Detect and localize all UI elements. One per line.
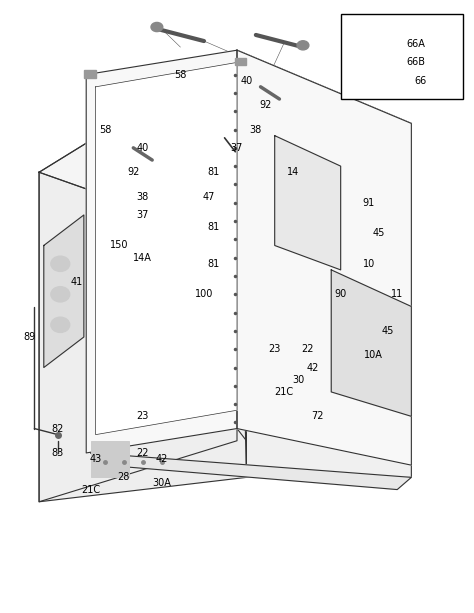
Text: 37: 37 <box>137 210 149 220</box>
Polygon shape <box>44 215 84 368</box>
Text: 72: 72 <box>311 411 323 421</box>
Text: 30A: 30A <box>152 479 171 489</box>
Text: 92: 92 <box>127 167 139 177</box>
Text: 45: 45 <box>382 326 394 336</box>
Polygon shape <box>275 135 341 270</box>
Text: 45: 45 <box>372 228 384 238</box>
Text: 42: 42 <box>306 362 319 373</box>
Text: 40: 40 <box>240 76 253 86</box>
Text: 37: 37 <box>231 143 243 153</box>
Ellipse shape <box>51 287 70 302</box>
Text: 30: 30 <box>292 375 304 385</box>
Ellipse shape <box>51 317 70 332</box>
Text: 23: 23 <box>137 411 149 421</box>
Text: 58: 58 <box>99 124 111 134</box>
Text: 23: 23 <box>268 345 281 354</box>
Text: 66B: 66B <box>407 58 426 67</box>
Text: 150: 150 <box>110 240 128 251</box>
Text: 43: 43 <box>90 454 102 464</box>
Text: 90: 90 <box>335 289 347 299</box>
Polygon shape <box>39 172 246 502</box>
Text: 92: 92 <box>259 100 272 110</box>
Text: 100: 100 <box>195 289 213 299</box>
Text: 81: 81 <box>207 222 219 232</box>
Text: 81: 81 <box>207 259 219 268</box>
Bar <box>235 58 246 66</box>
Ellipse shape <box>51 256 70 272</box>
Bar <box>341 13 463 99</box>
Text: 22: 22 <box>301 345 314 354</box>
Text: 82: 82 <box>52 424 64 433</box>
Text: 66A: 66A <box>407 39 426 49</box>
Text: 22: 22 <box>137 448 149 458</box>
Text: 21C: 21C <box>82 484 100 495</box>
Text: 14A: 14A <box>133 253 152 263</box>
Ellipse shape <box>151 23 163 32</box>
Bar <box>91 441 128 478</box>
Text: 41: 41 <box>71 277 83 287</box>
Text: 58: 58 <box>174 70 187 80</box>
Polygon shape <box>237 50 411 478</box>
Text: 10A: 10A <box>364 350 383 360</box>
Polygon shape <box>331 270 411 416</box>
Text: 21C: 21C <box>274 387 294 397</box>
Text: 83: 83 <box>52 448 64 458</box>
Text: 89: 89 <box>24 332 36 342</box>
Ellipse shape <box>297 40 309 50</box>
Text: 11: 11 <box>391 289 403 299</box>
Polygon shape <box>96 63 237 435</box>
Polygon shape <box>86 50 237 453</box>
Polygon shape <box>39 50 411 245</box>
Text: 14: 14 <box>287 167 300 177</box>
Text: 47: 47 <box>202 192 215 202</box>
Bar <box>84 70 96 78</box>
Text: 91: 91 <box>363 198 375 208</box>
Text: 40: 40 <box>137 143 149 153</box>
Text: 38: 38 <box>250 124 262 134</box>
Text: 28: 28 <box>118 473 130 482</box>
Polygon shape <box>237 50 411 465</box>
Polygon shape <box>91 453 411 490</box>
Text: 10: 10 <box>363 259 375 268</box>
Text: 81: 81 <box>207 167 219 177</box>
Text: 66: 66 <box>415 76 427 86</box>
Text: 38: 38 <box>137 192 149 202</box>
Text: 42: 42 <box>155 454 168 464</box>
